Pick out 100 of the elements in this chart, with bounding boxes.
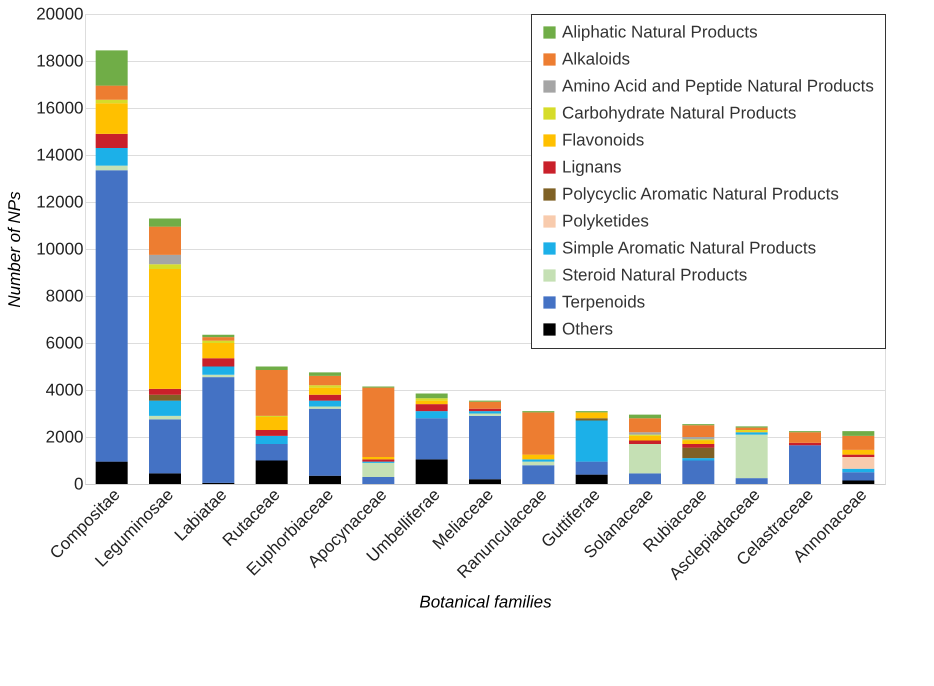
bar <box>202 377 234 483</box>
bar <box>149 400 181 416</box>
y-tick-label: 20000 <box>36 4 84 24</box>
bar <box>309 400 341 406</box>
bar <box>202 358 234 366</box>
bar <box>682 440 714 444</box>
bar <box>202 337 234 341</box>
legend-label: Simple Aromatic Natural Products <box>562 238 816 258</box>
bar <box>682 425 714 437</box>
bar <box>629 436 661 441</box>
bar <box>362 462 394 477</box>
bar <box>682 460 714 484</box>
y-axis-title: Number of NPs <box>5 190 24 308</box>
x-axis-title: Botanical families <box>419 592 552 612</box>
bar <box>309 376 341 386</box>
legend-label: Polycyclic Aromatic Natural Products <box>562 184 839 204</box>
bar <box>736 434 768 478</box>
bar <box>96 103 128 134</box>
bar <box>202 366 234 375</box>
bar <box>256 417 288 430</box>
bar <box>96 134 128 148</box>
bar <box>256 430 288 436</box>
bar <box>416 400 448 404</box>
bar <box>96 148 128 166</box>
bar <box>736 478 768 484</box>
legend-label: Lignans <box>562 158 622 176</box>
legend-label: Alkaloids <box>562 50 630 68</box>
bar <box>362 456 394 460</box>
y-tick-label: 8000 <box>46 286 84 306</box>
bar <box>96 86 128 100</box>
bar <box>256 366 288 370</box>
y-tick-label: 6000 <box>46 334 84 352</box>
bar <box>842 450 874 455</box>
bar <box>682 448 714 458</box>
bar <box>149 473 181 484</box>
bar <box>416 394 448 398</box>
y-tick-label: 2000 <box>46 428 84 446</box>
bar <box>629 473 661 484</box>
bar <box>309 372 341 376</box>
bar <box>256 460 288 484</box>
y-tick-label: 0 <box>74 474 84 494</box>
bar <box>416 418 448 460</box>
y-tick-label: 14000 <box>36 146 84 164</box>
bar <box>629 440 661 444</box>
bar <box>469 402 501 409</box>
y-tick-label: 10000 <box>36 240 84 258</box>
bar <box>256 370 288 416</box>
bar <box>629 414 661 418</box>
bar <box>469 416 501 480</box>
bar <box>149 254 181 264</box>
bar <box>522 465 554 484</box>
bar <box>629 444 661 474</box>
bar <box>842 480 874 484</box>
bar <box>576 412 608 418</box>
bar <box>842 472 874 480</box>
legend-label: Amino Acid and Peptide Natural Products <box>562 76 874 96</box>
bar <box>149 264 181 269</box>
bar <box>149 268 181 389</box>
bar <box>96 100 128 104</box>
bar <box>522 462 554 466</box>
bar <box>416 459 448 484</box>
bar <box>842 456 874 469</box>
bar <box>789 445 821 484</box>
bar <box>149 226 181 255</box>
bar <box>202 374 234 378</box>
bar <box>149 218 181 227</box>
bar <box>842 436 874 450</box>
bar <box>149 416 181 420</box>
bar <box>682 444 714 448</box>
legend-label: Flavonoids <box>562 130 644 150</box>
legend-label: Polyketides <box>562 212 649 230</box>
bar <box>256 444 288 460</box>
y-tick-label: 18000 <box>36 52 84 70</box>
legend-label: Others <box>562 320 614 338</box>
legend-label: Steroid Natural Products <box>562 266 748 284</box>
bar <box>309 388 341 395</box>
bar <box>202 343 234 358</box>
bar <box>149 388 181 395</box>
bar <box>96 462 128 484</box>
bar <box>416 404 448 412</box>
bar <box>309 406 341 409</box>
bar <box>469 479 501 484</box>
y-tick-label: 4000 <box>46 380 84 400</box>
y-tick-label: 16000 <box>36 98 84 118</box>
bar <box>96 50 128 86</box>
bar <box>96 166 128 170</box>
bar <box>416 411 448 418</box>
bar <box>842 468 874 472</box>
bar <box>362 388 394 457</box>
legend-label: Carbohydrate Natural Products <box>562 104 796 122</box>
bar <box>149 419 181 474</box>
bar <box>576 474 608 484</box>
bar <box>576 418 608 421</box>
bar <box>522 454 554 460</box>
legend-label: Aliphatic Natural Products <box>562 22 758 42</box>
bar <box>362 476 394 484</box>
bar <box>309 394 341 401</box>
bar <box>96 170 128 462</box>
bar <box>576 420 608 462</box>
bar <box>522 412 554 455</box>
